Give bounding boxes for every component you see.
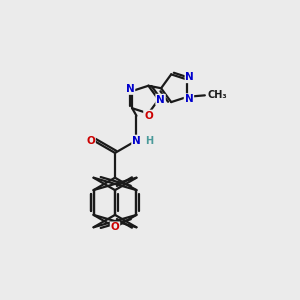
Text: N: N — [156, 94, 165, 105]
Text: N: N — [132, 136, 141, 146]
Text: O: O — [86, 136, 95, 146]
Text: H: H — [145, 136, 153, 146]
Text: O: O — [111, 222, 119, 232]
Text: N: N — [184, 94, 193, 104]
Text: O: O — [144, 110, 153, 121]
Text: N: N — [185, 72, 194, 82]
Text: CH₃: CH₃ — [208, 90, 227, 100]
Text: N: N — [126, 84, 134, 94]
